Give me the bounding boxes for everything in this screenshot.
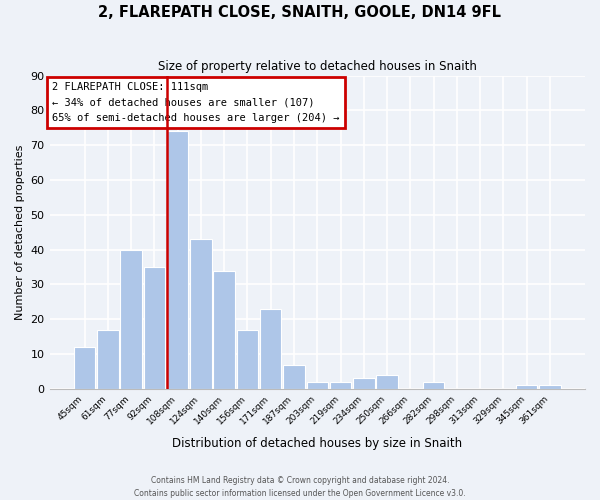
Bar	[376, 375, 398, 389]
Bar	[237, 330, 258, 389]
Title: Size of property relative to detached houses in Snaith: Size of property relative to detached ho…	[158, 60, 477, 73]
Bar	[260, 309, 281, 389]
Text: 2 FLAREPATH CLOSE: 111sqm
← 34% of detached houses are smaller (107)
65% of semi: 2 FLAREPATH CLOSE: 111sqm ← 34% of detac…	[52, 82, 340, 123]
X-axis label: Distribution of detached houses by size in Snaith: Distribution of detached houses by size …	[172, 437, 463, 450]
Bar	[74, 347, 95, 389]
Bar	[330, 382, 351, 389]
Text: 2, FLAREPATH CLOSE, SNAITH, GOOLE, DN14 9FL: 2, FLAREPATH CLOSE, SNAITH, GOOLE, DN14 …	[98, 5, 502, 20]
Bar	[307, 382, 328, 389]
Bar	[214, 270, 235, 389]
Bar	[167, 132, 188, 389]
Bar	[516, 386, 538, 389]
Bar	[97, 330, 119, 389]
Bar	[539, 386, 560, 389]
Y-axis label: Number of detached properties: Number of detached properties	[15, 144, 25, 320]
Text: Contains HM Land Registry data © Crown copyright and database right 2024.
Contai: Contains HM Land Registry data © Crown c…	[134, 476, 466, 498]
Bar	[423, 382, 445, 389]
Bar	[121, 250, 142, 389]
Bar	[353, 378, 374, 389]
Bar	[190, 239, 212, 389]
Bar	[283, 364, 305, 389]
Bar	[143, 267, 165, 389]
